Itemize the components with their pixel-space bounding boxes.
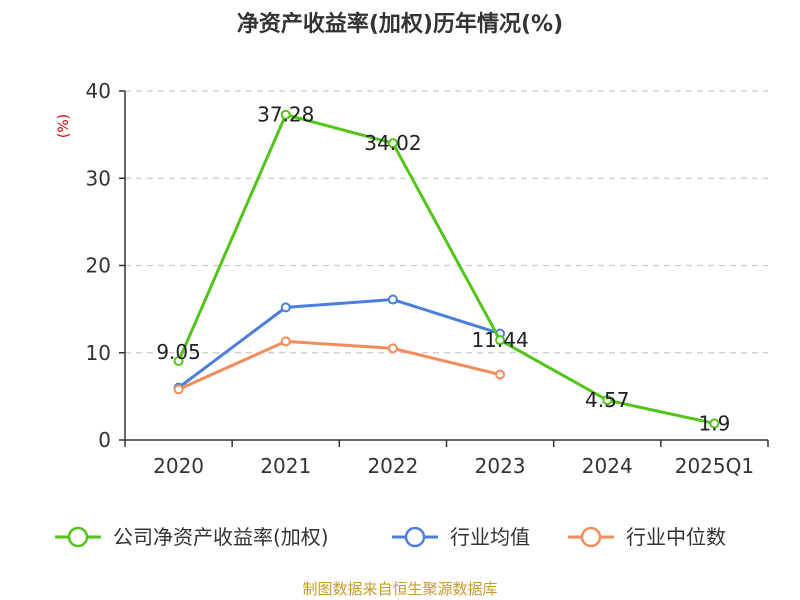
y-tick-label: 20 — [86, 254, 111, 278]
y-tick-label: 30 — [86, 166, 111, 190]
data-source-note: 制图数据来自恒生聚源数据库 — [302, 580, 498, 598]
x-tick-label: 2021 — [260, 454, 311, 478]
data-label: 34.02 — [364, 131, 421, 155]
data-label: 9.05 — [156, 340, 201, 364]
data-point — [387, 294, 398, 305]
data-point — [173, 384, 184, 395]
series-line — [177, 339, 501, 391]
x-tick-label: 2025Q1 — [675, 454, 754, 478]
y-tick-label: 10 — [86, 341, 111, 365]
data-label: 37.28 — [257, 103, 314, 127]
legend-marker — [67, 526, 89, 548]
data-point — [602, 395, 613, 406]
x-tick-label: 2024 — [582, 454, 633, 478]
legend-label: 行业均值 — [450, 525, 530, 549]
data-point — [280, 109, 291, 120]
x-tick-label: 2022 — [367, 454, 418, 478]
legend-label: 行业中位数 — [626, 525, 726, 549]
data-point — [495, 335, 506, 346]
data-label: 1.9 — [699, 411, 731, 435]
legend-label: 公司净资产收益率(加权) — [113, 525, 329, 549]
data-point — [280, 336, 291, 347]
y-axis-label: (%) — [56, 114, 72, 138]
chart-title: 净资产收益率(加权)历年情况(%) — [236, 12, 564, 37]
data-point — [387, 343, 398, 354]
y-tick-label: 0 — [98, 428, 111, 452]
series-line — [177, 113, 715, 425]
data-point — [280, 302, 291, 313]
data-point — [709, 418, 720, 429]
data-label: 11.44 — [471, 328, 528, 352]
legend-marker — [404, 526, 426, 548]
data-point — [387, 138, 398, 149]
x-tick-label: 2023 — [475, 454, 526, 478]
x-tick-label: 2020 — [153, 454, 204, 478]
series-line — [177, 298, 501, 389]
data-point — [173, 356, 184, 367]
data-label: 4.57 — [585, 388, 630, 412]
data-point — [495, 369, 506, 380]
y-tick-label: 40 — [86, 79, 111, 103]
legend-marker — [580, 526, 602, 548]
